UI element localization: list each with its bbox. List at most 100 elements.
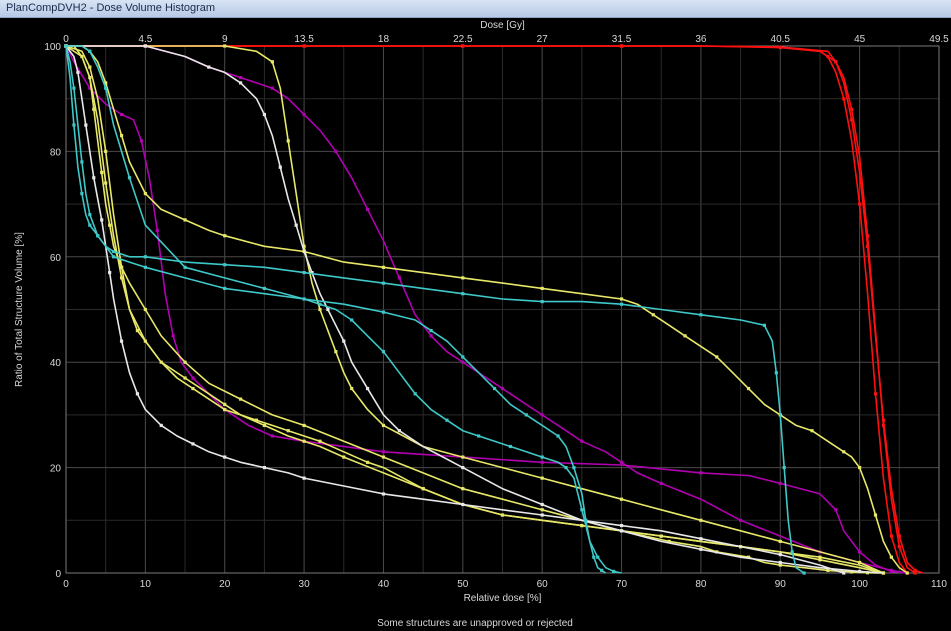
dvh-point [365,460,370,464]
dvh-point [905,571,909,575]
dvh-point [429,334,433,338]
dvh-point [239,76,243,80]
dvh-point [699,471,703,475]
x-tick-label: 80 [695,579,707,590]
dvh-point [778,560,782,565]
dvh-point [88,223,92,227]
dvh-point [683,334,687,338]
dvh-point [889,534,893,538]
dvh-curve-15 [66,45,622,574]
dvh-point [500,513,505,517]
dvh-point [746,386,751,391]
dvh-point [580,439,584,443]
dvh-point [143,307,147,312]
dvh-point [76,70,80,74]
y-axis-title: Ratio of Total Structure Volume [%] [14,232,25,387]
y-tick-label: 60 [50,253,62,264]
dvh-point [762,323,766,327]
dvh-point [540,286,544,291]
dvh-point [286,139,290,143]
dvh-point [413,392,417,396]
grid-layer [65,45,940,574]
dvh-point [865,234,870,238]
dvh-point [500,386,505,391]
dvh-point [88,76,92,80]
dvh-point [223,408,227,412]
x2-tick-label: 4.5 [138,34,152,45]
dvh-point [778,539,782,543]
dvh-point [143,255,147,259]
dvh-point [143,339,147,343]
dvh-point [302,439,306,443]
dvh-point [143,191,147,196]
dvh-curve-11 [66,45,884,574]
dvh-point [778,45,782,49]
dvh-point [774,371,778,375]
dvh-point [612,569,616,574]
dvh-point [790,550,794,554]
dvh-point [461,466,465,470]
dvh-point [461,502,465,507]
footer-note: Some structures are unapproved or reject… [377,618,573,629]
dvh-point [572,466,576,470]
x2-tick-label: 22.5 [453,34,473,45]
dvh-point [143,265,147,269]
dvh-point [850,118,854,122]
dvh-point [207,65,211,69]
dvh-point [139,139,143,143]
dvh-curve-8 [66,45,884,574]
dvh-point [834,508,838,512]
dvh-point [80,160,84,164]
dvh-point [262,112,267,117]
dvh-point [508,444,513,449]
dvh-point [286,429,290,433]
dvh-chart: 0 10 20 30 40 50 60 70 80 90 100 110 0 4.5 9 13.5 18 22.5… [14,20,949,629]
dvh-point [270,434,274,438]
x-tick-label: 30 [299,579,311,590]
dvh-point [183,376,187,380]
dvh-point [239,81,243,85]
dvh-point [72,123,76,127]
dvh-point [302,112,306,117]
dvh-point [842,450,846,454]
dvh-point [826,568,830,572]
dvh-point [596,555,600,559]
dvh-point [842,571,846,575]
dvh-point [858,202,862,206]
dvh-point [445,418,449,422]
dvh-point [782,466,786,470]
dvh-point [239,397,243,401]
dvh-point [302,271,306,275]
x2-tick-label: 45 [854,34,866,45]
dvh-point [334,149,338,153]
x-tick-label: 20 [219,579,231,590]
dvh-point [778,563,782,567]
dvh-point [564,466,568,470]
dvh-point [556,434,560,438]
dvh-curve-3 [66,45,924,574]
x-tick-label: 110 [931,579,947,590]
dvh-point [350,318,354,322]
dvh-point [858,569,862,574]
dvh-point [699,537,703,541]
dvh-point [127,176,132,180]
dvh-point [302,476,306,480]
dvh-point [397,276,401,280]
dvh-point [318,302,322,306]
dvh-point [540,299,544,304]
dvh-point [342,339,346,343]
series-layer [64,44,924,575]
dvh-point [746,555,751,559]
x-tick-label: 70 [616,579,628,590]
x-axis-title: Relative dose [%] [464,593,542,604]
dvh-point [659,534,663,538]
dvh-point [858,550,862,554]
dvh-point [826,54,830,59]
dvh-point [619,529,624,533]
dvh-point [119,133,124,138]
dvh-point [540,502,544,507]
dvh-point [171,334,175,338]
dvh-point [326,307,330,312]
dvh-point [834,60,838,64]
dvh-curve-6 [66,45,884,574]
